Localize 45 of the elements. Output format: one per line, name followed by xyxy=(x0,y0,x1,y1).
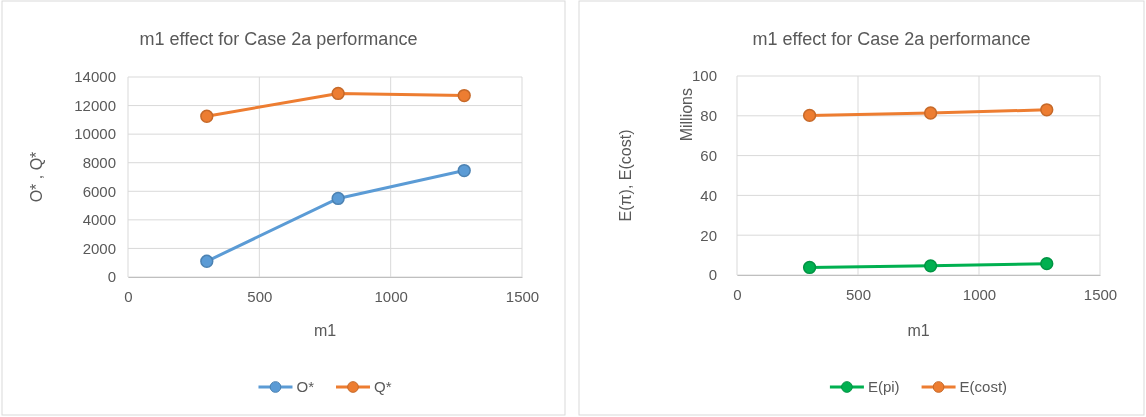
y-tick-label: 8000 xyxy=(82,154,116,172)
y-tick-label: 20 xyxy=(700,226,717,244)
legend-label: E(pi) xyxy=(867,378,900,395)
point xyxy=(802,260,817,275)
legend-label: O* xyxy=(296,378,315,395)
x-tick-label: 500 xyxy=(247,287,273,305)
x-tick-label: 1000 xyxy=(374,287,408,305)
chart-title: m1 effect for Case 2a performance xyxy=(752,29,1031,49)
y-tick-label: 2000 xyxy=(82,239,116,257)
x-axis-title: m1 xyxy=(907,322,930,339)
chart-title: m1 effect for Case 2a performance xyxy=(139,29,418,49)
point xyxy=(923,259,938,273)
x-tick-label: 0 xyxy=(124,287,133,305)
legend-label: Q* xyxy=(374,378,392,395)
text: Millions xyxy=(678,88,695,142)
point xyxy=(200,109,214,123)
y-tick-label: 0 xyxy=(107,268,116,286)
y-tick-label: 14000 xyxy=(74,68,116,86)
y-tick-label: 60 xyxy=(700,146,717,164)
point xyxy=(331,86,345,101)
point xyxy=(923,106,938,120)
point xyxy=(331,191,345,206)
legend-label: E(cost) xyxy=(959,378,1008,395)
y-tick-label: 100 xyxy=(691,67,717,85)
point xyxy=(1040,103,1054,117)
y-tick-label: 10000 xyxy=(74,125,116,143)
point xyxy=(200,254,214,268)
y-tick-label: 40 xyxy=(700,186,717,204)
x-tick-label: 1000 xyxy=(962,285,997,303)
point xyxy=(457,88,471,103)
point xyxy=(802,108,817,123)
point xyxy=(1040,257,1054,271)
x-axis-title: m1 xyxy=(313,322,337,339)
y-axis-title: E(π), E(cost) xyxy=(617,129,634,222)
x-tick-label: 1500 xyxy=(505,287,540,305)
point xyxy=(457,163,471,178)
x-tick-label: 500 xyxy=(845,285,872,303)
y-tick-label: 12000 xyxy=(74,96,116,114)
y-axis-title: O* , Q* xyxy=(28,151,45,203)
x-tick-label: 0 xyxy=(733,285,742,303)
y-tick-label: 4000 xyxy=(82,211,116,229)
y-tick-label: 0 xyxy=(708,266,717,284)
y-tick-label: 6000 xyxy=(82,182,116,200)
x-tick-label: 1500 xyxy=(1083,285,1118,303)
y-tick-label: 80 xyxy=(700,107,717,125)
